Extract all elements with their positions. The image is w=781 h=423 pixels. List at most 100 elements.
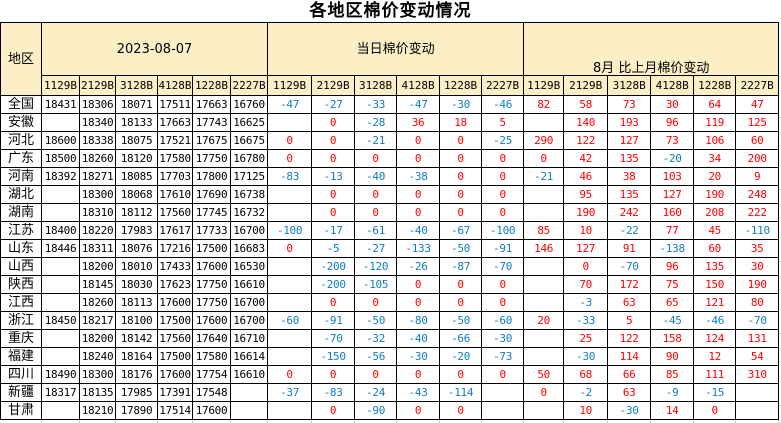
month-change-cell: 121 [693, 293, 737, 312]
month-change-cell: 190 [735, 275, 780, 294]
price-cell: 17500 [157, 347, 193, 366]
region-cell: 山西 [0, 257, 42, 276]
day-change-cell [267, 275, 313, 294]
day-change-cell: -37 [267, 383, 313, 402]
month-change-cell: -138 [650, 239, 695, 258]
month-change-cell: 64 [693, 95, 737, 114]
month-change-cell: -46 [693, 311, 737, 330]
price-cell: 18113 [115, 293, 158, 312]
price-cell: 17745 [192, 203, 231, 222]
price-cell: 16780 [229, 149, 269, 168]
day-change-cell: -56 [354, 347, 398, 366]
grade-header: 2227B [481, 75, 525, 96]
price-cell: 18217 [79, 311, 116, 330]
page-title: 各地区棉价变动情况 [309, 1, 472, 21]
day-change-cell: 0 [396, 185, 441, 204]
price-cell: 17617 [157, 221, 193, 240]
day-change-cell: -40 [396, 221, 441, 240]
grade-header: 3128B [354, 75, 398, 96]
table-row: 福建 18240 18164 17500 17580 16614 -150 -56 -30 -20… [0, 347, 780, 366]
month-change-cell: 34 [693, 149, 737, 168]
region-cell: 江苏 [0, 221, 42, 240]
month-change-cell [523, 185, 565, 204]
table-row: 全国 18431 18306 18071 17511 17663 16760 -47 -27 -3… [0, 95, 780, 114]
grade-header: 4128B [396, 75, 441, 96]
day-change-cell: 0 [439, 293, 483, 312]
gridline [735, 420, 736, 423]
price-cell: 18340 [79, 113, 116, 132]
price-cell: 17600 [157, 293, 193, 312]
month-change-cell: 70 [563, 275, 609, 294]
table-row: 安徽 18340 18133 17663 17743 16625 0 -28 36 18 5 140 1… [0, 113, 780, 132]
month-change-cell: 248 [735, 185, 780, 204]
day-change-cell: -60 [481, 311, 525, 330]
month-change-cell [523, 401, 565, 420]
month-change-cell: 10 [563, 221, 609, 240]
day-change-cell: 0 [481, 149, 525, 168]
price-cell: 18200 [79, 257, 116, 276]
day-change-cell: 0 [439, 149, 483, 168]
region-cell: 湖南 [0, 203, 42, 222]
month-change-cell: 119 [693, 113, 737, 132]
day-change-cell: -30 [396, 347, 441, 366]
price-cell: 18142 [115, 329, 158, 348]
gridline [79, 420, 80, 423]
price-cell: 16700 [229, 221, 269, 240]
price-cell: 18446 [41, 239, 80, 258]
month-change-cell: 46 [563, 167, 609, 186]
gridline [115, 420, 116, 423]
region-cell: 四川 [0, 365, 42, 384]
day-change-cell [267, 347, 313, 366]
month-change-cell: 50 [523, 365, 565, 384]
day-change-cell: 0 [267, 365, 313, 384]
grade-header: 1129B [523, 75, 565, 96]
price-cell: 17663 [157, 113, 193, 132]
month-change-cell: 73 [607, 95, 652, 114]
day-change-cell: -26 [396, 257, 441, 276]
day-change-cell: -24 [354, 383, 398, 402]
group-header-month-change: 8月 比上月棉价变动 [523, 22, 780, 76]
gridline [523, 420, 524, 423]
month-change-cell: -9 [650, 383, 695, 402]
month-change-cell: -110 [735, 221, 780, 240]
price-cell: 17675 [192, 131, 231, 150]
day-change-cell: 0 [439, 131, 483, 150]
day-change-cell: -100 [481, 221, 525, 240]
price-cell: 17433 [157, 257, 193, 276]
month-change-cell: 125 [735, 113, 780, 132]
day-change-cell: -91 [481, 239, 525, 258]
day-change-cell: -87 [439, 257, 483, 276]
price-cell: 16614 [229, 347, 269, 366]
day-change-cell: 18 [439, 113, 483, 132]
month-change-cell: 63 [607, 293, 652, 312]
month-change-cell: 30 [650, 95, 695, 114]
day-change-cell: 0 [481, 293, 525, 312]
month-change-cell: -2 [563, 383, 609, 402]
month-change-cell: 20 [693, 167, 737, 186]
price-cell: 16738 [229, 185, 269, 204]
group-header-row: 地区 2023-08-07 当日棉价变动 8月 比上月棉价变动 [0, 22, 780, 96]
price-cell: 18120 [115, 149, 158, 168]
table-row: 四川 18490 18300 18176 17600 17754 16610 0 0 0 0 0 0 50… [0, 365, 780, 384]
grade-header: 2129B [79, 75, 116, 96]
day-change-cell: 0 [354, 149, 398, 168]
month-change-cell: 10 [563, 401, 609, 420]
price-cell: 17743 [192, 113, 231, 132]
month-change-cell: -70 [607, 257, 652, 276]
price-cell: 18500 [41, 149, 80, 168]
price-cell: 17800 [192, 167, 231, 186]
day-change-cell [267, 203, 313, 222]
day-change-cell: -200 [311, 257, 356, 276]
month-change-cell: 91 [607, 239, 652, 258]
price-cell [41, 185, 80, 204]
price-cell [41, 203, 80, 222]
day-change-cell: -133 [396, 239, 441, 258]
day-change-cell: 0 [481, 167, 525, 186]
day-change-cell: 0 [311, 131, 356, 150]
price-cell: 18338 [79, 131, 116, 150]
gridline [396, 420, 397, 423]
price-cell: 18240 [79, 347, 116, 366]
price-cell: 17500 [157, 311, 193, 330]
day-change-cell: -20 [439, 347, 483, 366]
